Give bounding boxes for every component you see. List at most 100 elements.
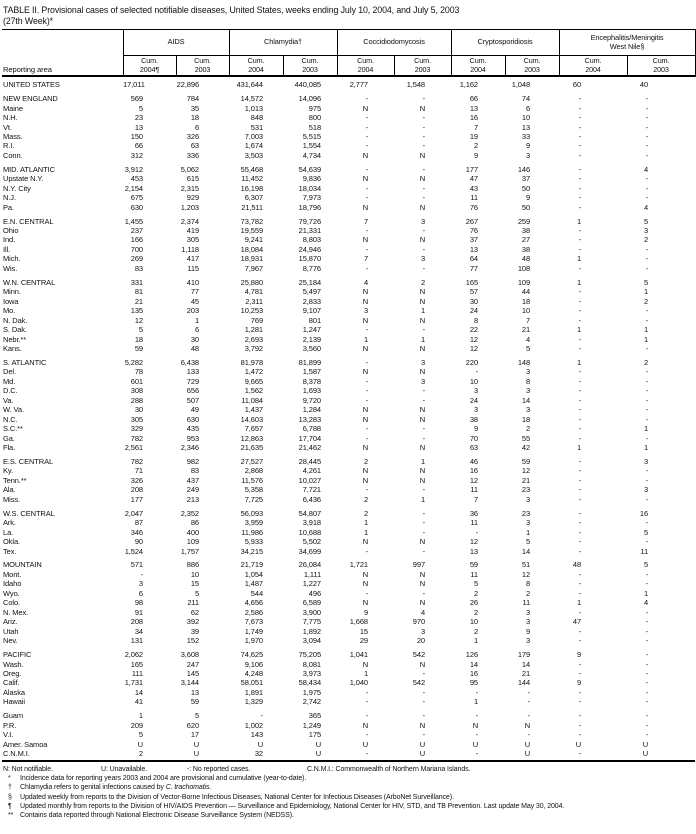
cell: 9 xyxy=(363,607,369,617)
cell: 3 xyxy=(363,306,369,316)
cell: 1 xyxy=(576,357,582,367)
cell: 9,106 xyxy=(244,659,264,669)
cell: N xyxy=(419,235,426,245)
row-label: E.S. CENTRAL xyxy=(3,456,54,466)
cell: - xyxy=(451,749,506,763)
notifiable-diseases-table: Reporting area AIDS Chlamydia† Coccidiod… xyxy=(2,29,696,763)
table-row: Ill. 700 1,118 18,084 24,946 - - 13 38 - - xyxy=(2,245,695,254)
cell: 1,048 xyxy=(511,80,531,90)
table-row: MID. ATLANTIC 3,912 5,062 55,468 54,639 - - 177… xyxy=(2,160,695,174)
cell: - xyxy=(475,367,479,377)
cell: 12 xyxy=(521,466,531,476)
cell: 9,720 xyxy=(302,395,322,405)
cell: N xyxy=(524,720,531,730)
table-title-line2: (27th Week)* xyxy=(3,15,53,26)
cell: 1 xyxy=(643,325,649,335)
row-label: Miss. xyxy=(3,494,20,504)
cell: N xyxy=(362,315,369,325)
cell: - xyxy=(422,508,426,518)
cell: - xyxy=(365,325,369,335)
cell: - xyxy=(422,325,426,335)
cell: 95 xyxy=(469,678,479,688)
cell: 25,880 xyxy=(240,277,264,287)
cell: 2,315 xyxy=(180,183,200,193)
table-row: W.S. CENTRAL 2,047 2,352 56,093 54,807 2 - 36 23… xyxy=(2,504,695,518)
cell: 929 xyxy=(186,193,200,203)
cell: 1,118 xyxy=(181,244,200,254)
cell: 30 xyxy=(190,334,200,344)
cell: 1,054 xyxy=(244,569,264,579)
cell: 4,248 xyxy=(244,668,264,678)
cell: 3,900 xyxy=(302,607,322,617)
cell: 4 xyxy=(643,598,649,608)
table-row: Hawaii 41 59 1,329 2,742 - - 1 - - - xyxy=(2,697,695,706)
cell: 37 xyxy=(521,174,531,184)
cell: 10,688 xyxy=(298,527,322,537)
cell: 13 xyxy=(190,687,200,697)
cell: - xyxy=(578,456,582,466)
cell: 78 xyxy=(134,367,143,377)
cell: 10 xyxy=(521,113,531,123)
cell: 166 xyxy=(130,235,143,245)
cell: 3 xyxy=(473,405,479,415)
cell: 12 xyxy=(521,569,531,579)
cell: - xyxy=(578,94,582,104)
cell: - xyxy=(422,485,426,495)
cell: 3 xyxy=(643,485,649,495)
cell: 2,561 xyxy=(124,443,143,452)
reporting-area-header: Reporting area xyxy=(2,29,124,78)
cell: - xyxy=(365,164,369,174)
cell: - xyxy=(475,711,479,721)
cell: - xyxy=(645,343,649,353)
cell: 620 xyxy=(186,720,200,730)
cell: 28,445 xyxy=(298,456,322,466)
cell: - xyxy=(578,122,582,132)
row-label: Nev. xyxy=(3,636,18,646)
cell: N xyxy=(472,720,479,730)
cell: 437 xyxy=(186,475,200,485)
cell: 34 xyxy=(134,626,143,636)
col-group-cryptosporidiosis: Cryptosporidiosis xyxy=(450,29,560,57)
row-label: P.R. xyxy=(3,720,17,730)
cell: N xyxy=(362,569,369,579)
cell: 77 xyxy=(469,263,479,273)
table-row: Miss. 177 213 7,725 6,436 2 1 7 3 - - xyxy=(2,495,695,504)
cell: 66 xyxy=(134,141,143,151)
cell: - xyxy=(365,122,369,132)
cell: 542 xyxy=(412,650,426,660)
cell: N xyxy=(362,343,369,353)
footnote-aids: ¶ Updated monthly from reports to the Div… xyxy=(3,803,620,812)
cell: 1,693 xyxy=(302,386,322,396)
table-row: Nev. 131 152 1,970 3,094 29 20 1 3 - - xyxy=(2,636,695,645)
cell: - xyxy=(365,376,369,386)
cell: - xyxy=(422,518,426,528)
cell: 13,283 xyxy=(298,414,322,424)
cell: 326 xyxy=(186,131,200,141)
footnote-text: Incidence data for reporting years 2003 … xyxy=(20,774,307,782)
cell: - xyxy=(527,687,531,697)
table-header: Reporting area AIDS Chlamydia† Coccidiod… xyxy=(2,29,696,78)
row-label: Ohio xyxy=(3,226,19,236)
cell: - xyxy=(578,376,582,386)
cell: U xyxy=(362,739,369,749)
cell: 1 xyxy=(643,334,649,344)
cell: N xyxy=(419,367,426,377)
row-label: R.I. xyxy=(3,141,15,151)
cell: 71 xyxy=(134,466,143,476)
cell: 51 xyxy=(521,560,531,570)
cell: - xyxy=(645,244,649,254)
table-row: Vt. 13 6 531 518 - - 7 13 - - xyxy=(2,123,695,132)
cell: 400 xyxy=(186,527,200,537)
cell: - xyxy=(578,235,582,245)
cell: 9 xyxy=(576,650,582,660)
cell: 1,757 xyxy=(180,546,200,556)
table-row: Ala. 208 249 5,358 7,721 - - 11 23 - 3 xyxy=(2,485,695,494)
cell: 5 xyxy=(643,527,649,537)
cell: - xyxy=(422,730,426,740)
cell: - xyxy=(645,626,649,636)
cell: U xyxy=(575,739,582,749)
table-row: NEW ENGLAND 569 784 14,572 14,096 - - 66 74 - - xyxy=(2,90,695,104)
cell: 203 xyxy=(186,306,200,316)
cell: U xyxy=(419,739,426,749)
cell: 615 xyxy=(186,174,200,184)
